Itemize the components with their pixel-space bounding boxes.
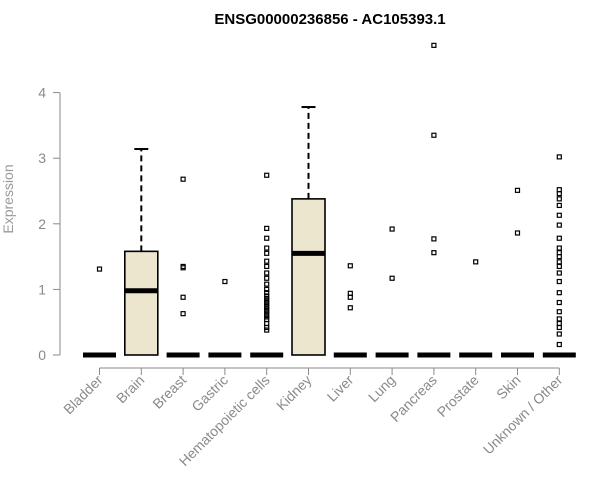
box-11 <box>542 154 576 358</box>
outlier-point <box>264 327 270 333</box>
box-3 <box>208 278 242 358</box>
x-tick-label: Brain <box>113 372 147 406</box>
outlier-point <box>264 301 270 307</box>
outlier-point <box>264 295 270 302</box>
outlier-point <box>514 187 521 193</box>
box-6 <box>333 263 367 358</box>
outlier-point <box>556 324 562 331</box>
outlier-point <box>264 245 270 251</box>
outlier-point <box>347 263 353 269</box>
outlier-point <box>264 293 270 299</box>
y-tick-label: 4 <box>38 85 46 101</box>
outlier-point <box>264 290 270 296</box>
outlier-point <box>556 196 562 202</box>
outlier-point <box>556 245 562 251</box>
outlier-point <box>556 235 562 241</box>
outlier-point <box>556 316 562 322</box>
outlier-point <box>264 172 270 178</box>
x-tick-label: Liver <box>324 372 357 405</box>
box-7 <box>375 226 409 358</box>
outlier-point <box>431 236 437 242</box>
outlier-point <box>556 212 562 218</box>
outlier-point <box>264 270 270 276</box>
y-tick-label: 0 <box>38 347 46 363</box>
outlier-point <box>556 309 562 315</box>
outlier-point <box>556 270 562 276</box>
outlier-point <box>347 294 353 300</box>
outlier-point <box>431 132 437 138</box>
outlier-point <box>264 275 270 281</box>
outlier-point <box>389 226 395 232</box>
outlier-point <box>180 265 186 271</box>
outlier-point <box>556 341 562 348</box>
outlier-point <box>264 311 270 317</box>
outlier-point <box>556 154 562 160</box>
outlier-point <box>222 278 228 285</box>
outlier-point <box>264 303 270 310</box>
outlier-point <box>264 314 270 320</box>
outlier-point <box>556 254 562 260</box>
box-9 <box>459 259 493 358</box>
outlier-point <box>264 250 270 256</box>
outlier-point <box>264 324 270 331</box>
outlier-point <box>556 202 562 209</box>
y-tick-label: 2 <box>38 216 46 232</box>
outlier-point <box>264 225 270 231</box>
box-8 <box>417 42 451 358</box>
box-10 <box>501 187 534 358</box>
x-tick-label: Prostate <box>434 372 482 420</box>
box-2 <box>166 176 200 358</box>
outlier-point <box>264 298 270 304</box>
outlier-point <box>264 235 270 241</box>
outlier-point <box>556 259 562 265</box>
x-tick-label: Breast <box>149 372 189 412</box>
outlier-point <box>431 250 437 256</box>
box-rect <box>124 250 159 356</box>
outlier-point <box>264 263 270 270</box>
box-5 <box>291 106 326 356</box>
outlier-point <box>556 191 562 197</box>
y-axis: 0 1 2 3 4 <box>38 85 61 363</box>
outlier-point <box>264 281 270 287</box>
outlier-point <box>473 259 479 265</box>
outlier-point <box>556 278 562 285</box>
outlier-point <box>556 290 562 296</box>
outlier-point <box>347 305 353 311</box>
outlier-point <box>389 275 395 281</box>
outlier-point <box>264 258 270 264</box>
chart-title: ENSG00000236856 - AC105393.1 <box>214 11 445 28</box>
outlier-point <box>96 266 103 272</box>
x-tick-label: Lung <box>365 372 398 405</box>
outlier-point <box>556 222 562 228</box>
y-tick-label: 3 <box>38 150 46 166</box>
x-tick-label: Kidney <box>273 372 315 414</box>
outlier-point <box>180 263 186 270</box>
outlier-point <box>556 299 562 306</box>
outlier-point <box>431 42 437 48</box>
outlier-point <box>514 230 521 236</box>
outlier-point <box>180 176 186 182</box>
outlier-point <box>180 294 186 300</box>
x-tick-label: Skin <box>493 372 524 403</box>
boxes-layer <box>83 42 576 358</box>
outlier-point <box>264 306 270 312</box>
x-tick-label: Unknown / Other <box>480 372 566 458</box>
outlier-point <box>264 309 270 315</box>
box-rect <box>291 198 326 356</box>
box-1 <box>124 148 159 356</box>
outlier-point <box>180 311 186 317</box>
y-tick-label: 1 <box>38 281 46 297</box>
x-tick-label: Bladder <box>60 372 106 418</box>
outlier-point <box>264 286 270 292</box>
y-axis-label: Expression <box>0 164 16 233</box>
box-4 <box>250 172 284 358</box>
outlier-point <box>556 263 562 270</box>
outlier-point <box>556 331 562 337</box>
box-0 <box>83 266 116 358</box>
